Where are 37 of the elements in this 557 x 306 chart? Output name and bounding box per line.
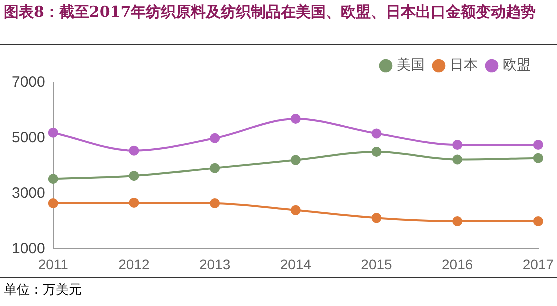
- chart-title: 图表8：截至2017年纺织原料及纺织制品在美国、欧盟、日本出口金额变动趋势: [0, 0, 557, 45]
- point: [372, 213, 382, 224]
- point: [452, 140, 463, 150]
- x-tick-label: 2015: [361, 256, 393, 272]
- text: 单位：万美元: [4, 282, 82, 299]
- point: [48, 174, 58, 184]
- point: [210, 163, 220, 174]
- legend-label: 日本: [450, 58, 478, 74]
- point: [129, 198, 140, 208]
- x-tick-label: 2017: [522, 256, 554, 272]
- point: [129, 171, 140, 182]
- point: [48, 128, 58, 138]
- x-tick-label: 2011: [38, 256, 69, 272]
- x-tick-label: 2014: [280, 256, 312, 272]
- x-tick-label: 2012: [118, 256, 150, 272]
- x-tick-label: 2013: [199, 256, 231, 272]
- point: [533, 153, 544, 164]
- point: [452, 216, 463, 226]
- y-tick-label: 1000: [12, 240, 46, 258]
- point: [290, 114, 301, 124]
- y-tick-label: 5000: [12, 130, 46, 147]
- x-tick-label: 2016: [442, 256, 474, 272]
- point: [452, 154, 463, 165]
- point: [129, 146, 140, 156]
- point: [372, 128, 382, 139]
- point: [533, 140, 544, 150]
- legend-label: 欧盟: [503, 58, 531, 74]
- point: [290, 205, 301, 216]
- y-tick-label: 7000: [12, 74, 46, 92]
- point: [533, 216, 544, 226]
- point: [290, 155, 301, 166]
- legend-label: 美国: [397, 58, 425, 74]
- point: [210, 133, 220, 144]
- point: [372, 146, 382, 157]
- point: [48, 198, 58, 208]
- y-tick-label: 3000: [12, 184, 46, 202]
- point: [210, 198, 220, 208]
